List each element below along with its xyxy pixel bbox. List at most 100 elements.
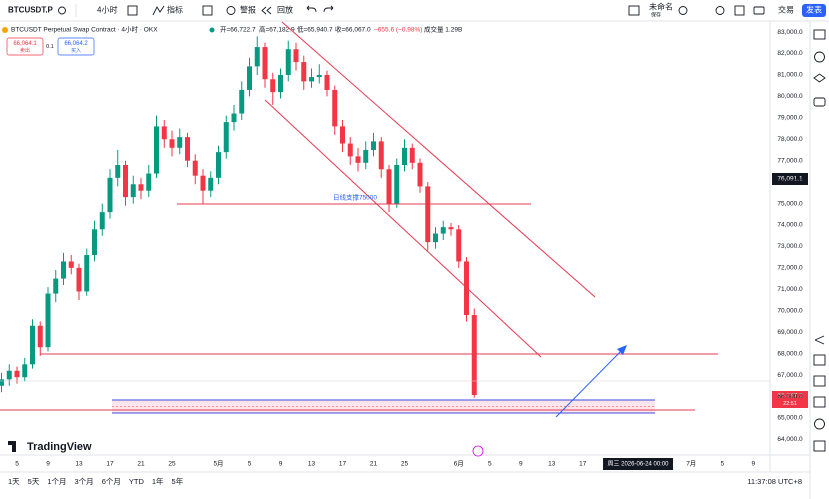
share-icon[interactable] <box>814 335 825 345</box>
x-tick-label: 13 <box>308 461 316 468</box>
replay-icon[interactable] <box>261 6 272 15</box>
y-tick-label: 79,000.0 <box>777 115 803 122</box>
candle-body <box>386 169 392 204</box>
x-tick-label: 9 <box>46 461 50 468</box>
fullscreen-icon[interactable] <box>734 5 745 16</box>
chart-type-icon[interactable] <box>127 5 138 16</box>
x-tick-label: 13 <box>75 461 83 468</box>
replay[interactable]: 回放 <box>277 5 293 15</box>
y-tick-label: 76,000.0 <box>777 179 803 186</box>
templates-icon[interactable] <box>202 5 213 16</box>
search-icon[interactable] <box>678 6 688 15</box>
candle-body <box>76 267 82 292</box>
panel-icon[interactable] <box>813 440 826 452</box>
interval[interactable]: 4小时 <box>97 5 117 15</box>
clock-icon[interactable] <box>814 51 825 63</box>
range-button[interactable]: 3个月 <box>75 477 94 486</box>
notes-icon[interactable] <box>813 396 826 408</box>
candle-body <box>61 261 66 279</box>
candle-body <box>161 126 167 140</box>
y-tick-label: 75,000.0 <box>777 200 803 207</box>
y-tick-label: 73,000.0 <box>777 243 803 250</box>
alert[interactable]: 警报 <box>240 5 256 15</box>
crosshair-price-box <box>772 173 808 185</box>
y-tick-label: 81,000.0 <box>777 72 803 79</box>
publish-button[interactable] <box>802 4 826 17</box>
save-label[interactable]: 保存 <box>651 11 661 18</box>
range-button[interactable]: 6个月 <box>102 477 121 486</box>
symbol[interactable]: BTCUSDT.P <box>8 6 54 15</box>
candle-body <box>433 233 438 243</box>
range-buttons: 1天 5天 1个月 3个月 6个月 YTD 1年 5年 <box>8 476 184 486</box>
settings-icon[interactable] <box>715 6 725 15</box>
layout-name[interactable]: 未命名 <box>649 2 673 12</box>
candle-body <box>456 229 462 262</box>
alerts-list-icon[interactable] <box>813 375 826 387</box>
x-tick-label: 21 <box>370 461 378 468</box>
buy-box[interactable] <box>57 37 95 56</box>
legend-close: 收=66,067.0 <box>335 25 371 34</box>
x-tick-label: 17 <box>579 461 587 468</box>
buy-price[interactable]: 66,064.2 <box>64 41 88 47</box>
trade-button[interactable]: 交易 <box>778 5 794 15</box>
range-button[interactable]: 5年 <box>172 476 184 486</box>
x-tick-label: 5 <box>720 461 724 468</box>
range-button[interactable]: 1个月 <box>47 477 66 486</box>
sell-label[interactable]: 卖出 <box>20 47 30 54</box>
sell-price[interactable]: 66,064.1 <box>13 41 37 47</box>
event-marker[interactable] <box>472 445 484 457</box>
x-tick-label: 13 <box>548 461 556 468</box>
y-tick-label: 66,000.0 <box>777 393 803 400</box>
candle-body <box>92 229 97 256</box>
candle-body <box>223 122 229 153</box>
candle-body <box>425 186 431 243</box>
candle-body <box>30 325 35 365</box>
y-tick-label: 72,000.0 <box>777 265 803 272</box>
y-tick-label: 83,000.0 <box>777 29 803 36</box>
undo-icon[interactable] <box>306 5 317 13</box>
drawings: 日线支撑75000 <box>0 21 770 418</box>
candle-body <box>471 315 477 396</box>
last-price: 66,067.0 <box>777 393 803 400</box>
support-label: 日线支撑75000 <box>333 193 377 202</box>
x-tick-label: 5月 <box>213 460 223 468</box>
range-button[interactable]: 1年 <box>152 476 164 486</box>
candle-body <box>0 379 4 386</box>
candle-body <box>216 152 221 178</box>
top-toolbar <box>0 0 829 21</box>
layers-icon[interactable] <box>813 73 826 83</box>
candle-body <box>185 137 190 161</box>
legend-change: −655.6 (−0.98%) <box>374 27 422 34</box>
candle-body <box>6 370 12 380</box>
sell-box[interactable] <box>6 37 44 56</box>
help-icon[interactable] <box>814 418 825 430</box>
snapshot-icon[interactable] <box>753 6 765 15</box>
legend-open: 开=66,722.7 <box>220 26 256 34</box>
chat-icon[interactable] <box>813 97 826 107</box>
range-button[interactable]: 5天 <box>28 477 40 486</box>
indicators[interactable]: 指标 <box>167 5 183 15</box>
candle-body <box>355 156 361 163</box>
publish-label[interactable]: 发表 <box>806 5 822 15</box>
candle-body <box>192 160 198 176</box>
channel-lower <box>264 99 542 358</box>
candle-body <box>409 147 415 163</box>
market-status <box>209 27 215 33</box>
x-tick-label: 21 <box>137 461 145 468</box>
layout-icon[interactable] <box>628 5 640 16</box>
redo-icon[interactable] <box>323 5 334 13</box>
candle-body <box>99 212 105 230</box>
alert-icon[interactable] <box>226 6 236 15</box>
range-button[interactable]: YTD <box>129 477 145 486</box>
range-button[interactable]: 1天 <box>8 477 20 486</box>
watchlist-icon[interactable] <box>813 29 826 40</box>
arrow-head <box>617 345 627 355</box>
candle-body <box>68 261 74 268</box>
y-tick-label: 68,000.0 <box>777 350 803 357</box>
x-tick-label: 9 <box>751 461 755 468</box>
calendar-icon[interactable] <box>813 354 826 366</box>
indicators-icon[interactable] <box>152 5 165 16</box>
add-symbol-icon[interactable] <box>58 6 66 15</box>
buy-label[interactable]: 买入 <box>71 47 81 54</box>
candle-body <box>363 149 369 163</box>
